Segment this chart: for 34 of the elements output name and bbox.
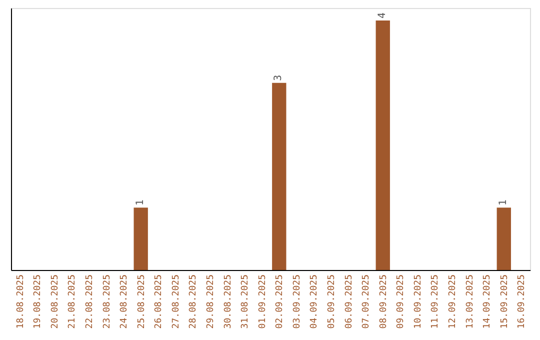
x-tick-label: 13.09.2025 <box>465 274 476 329</box>
x-tick-label: 23.08.2025 <box>102 274 112 329</box>
x-tick-label: 30.08.2025 <box>223 274 234 329</box>
x-tick-label: 05.09.2025 <box>327 274 338 329</box>
x-tick-label: 19.08.2025 <box>33 274 44 329</box>
x-tick-label: 09.09.2025 <box>396 274 406 329</box>
data-label: 1 <box>134 200 146 206</box>
x-tick-label: 31.08.2025 <box>240 274 251 329</box>
x-tick-label: 14.09.2025 <box>482 274 493 329</box>
data-label: 4 <box>376 12 388 18</box>
x-tick-label: 18.08.2025 <box>16 274 26 329</box>
data-label: 1 <box>498 200 509 206</box>
x-tick-label: 28.08.2025 <box>188 274 199 329</box>
x-tick-label: 02.09.2025 <box>275 274 286 329</box>
x-tick-label: 08.09.2025 <box>378 274 389 329</box>
data-label: 3 <box>273 74 284 81</box>
x-tick-label: 06.09.2025 <box>344 274 354 329</box>
x-tick-label: 07.09.2025 <box>362 274 372 329</box>
x-tick-label: 25.08.2025 <box>136 274 147 329</box>
x-tick-label: 04.09.2025 <box>310 274 320 329</box>
x-tick-label: 20.08.2025 <box>50 274 60 329</box>
x-tick-label: 29.08.2025 <box>206 274 216 329</box>
x-tick-label: 03.09.2025 <box>292 274 302 329</box>
x-tick-label: 01.09.2025 <box>258 274 268 329</box>
x-tick-label: 24.08.2025 <box>120 274 130 329</box>
x-tick-label: 15.09.2025 <box>500 274 510 329</box>
x-tick-label: 12.09.2025 <box>448 274 458 329</box>
x-tick-label: 16.09.2025 <box>517 274 528 329</box>
x-tick-label: 11.09.2025 <box>430 274 441 329</box>
x-tick-label: 27.08.2025 <box>171 274 182 329</box>
x-tick-label: 10.09.2025 <box>413 274 424 329</box>
x-tick-label: 26.08.2025 <box>154 274 164 329</box>
x-tick-label: 22.08.2025 <box>84 274 95 329</box>
x-tick-label: 21.08.2025 <box>68 274 78 329</box>
